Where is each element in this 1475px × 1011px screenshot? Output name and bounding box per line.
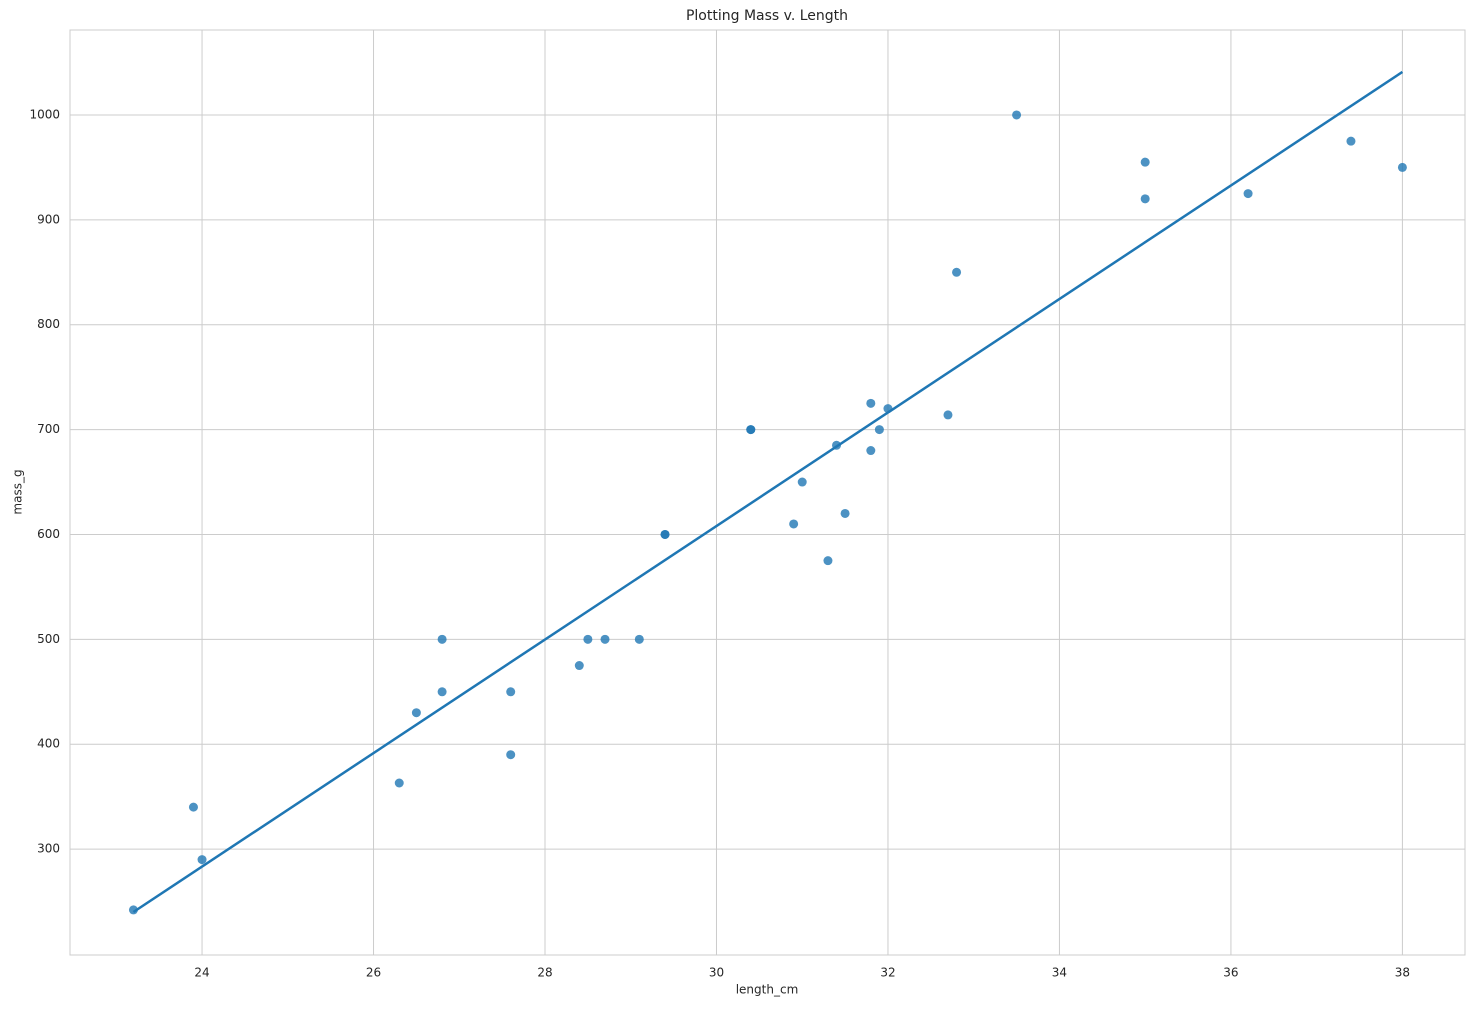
point xyxy=(1140,157,1150,167)
y-tick-label: 900 xyxy=(37,212,60,226)
point xyxy=(394,778,404,788)
x-tick-label: 38 xyxy=(1395,966,1410,980)
point xyxy=(411,708,421,718)
point xyxy=(197,855,207,865)
point xyxy=(789,519,799,529)
point xyxy=(188,802,198,812)
point xyxy=(506,750,516,760)
point xyxy=(1243,189,1253,199)
y-tick-label: 300 xyxy=(37,842,60,856)
point xyxy=(1140,194,1150,204)
point xyxy=(866,446,876,456)
regression-line xyxy=(132,70,1404,914)
point xyxy=(574,661,584,671)
point xyxy=(437,687,447,697)
point xyxy=(1012,110,1022,120)
x-tick-label: 24 xyxy=(194,966,209,980)
x-tick-label: 34 xyxy=(1052,966,1067,980)
point xyxy=(746,425,756,435)
point xyxy=(583,634,593,644)
x-axis-label: length_cm xyxy=(736,983,799,997)
point xyxy=(797,477,807,487)
point xyxy=(874,425,884,435)
point xyxy=(943,410,953,420)
point xyxy=(660,529,670,539)
y-tick-label: 400 xyxy=(37,737,60,751)
point xyxy=(823,556,833,566)
point xyxy=(128,905,138,915)
point xyxy=(634,634,644,644)
x-tick-label: 36 xyxy=(1223,966,1238,980)
point xyxy=(1346,136,1356,146)
y-axis-label: mass_g xyxy=(11,469,25,514)
y-tick-label: 600 xyxy=(37,527,60,541)
x-tick-label: 30 xyxy=(709,966,724,980)
point xyxy=(1397,162,1407,172)
point xyxy=(866,398,876,408)
x-tick-label: 32 xyxy=(880,966,895,980)
point xyxy=(840,508,850,518)
y-tick-label: 500 xyxy=(37,632,60,646)
y-tick-label: 1000 xyxy=(29,107,60,121)
x-tick-label: 28 xyxy=(537,966,552,980)
point xyxy=(437,634,447,644)
chart-title: Plotting Mass v. Length xyxy=(686,8,848,24)
x-tick-label: 26 xyxy=(366,966,381,980)
y-tick-label: 700 xyxy=(37,422,60,436)
plot-frame xyxy=(69,29,1466,956)
point xyxy=(952,267,962,277)
point xyxy=(506,687,516,697)
y-tick-label: 800 xyxy=(37,317,60,331)
point xyxy=(600,634,610,644)
